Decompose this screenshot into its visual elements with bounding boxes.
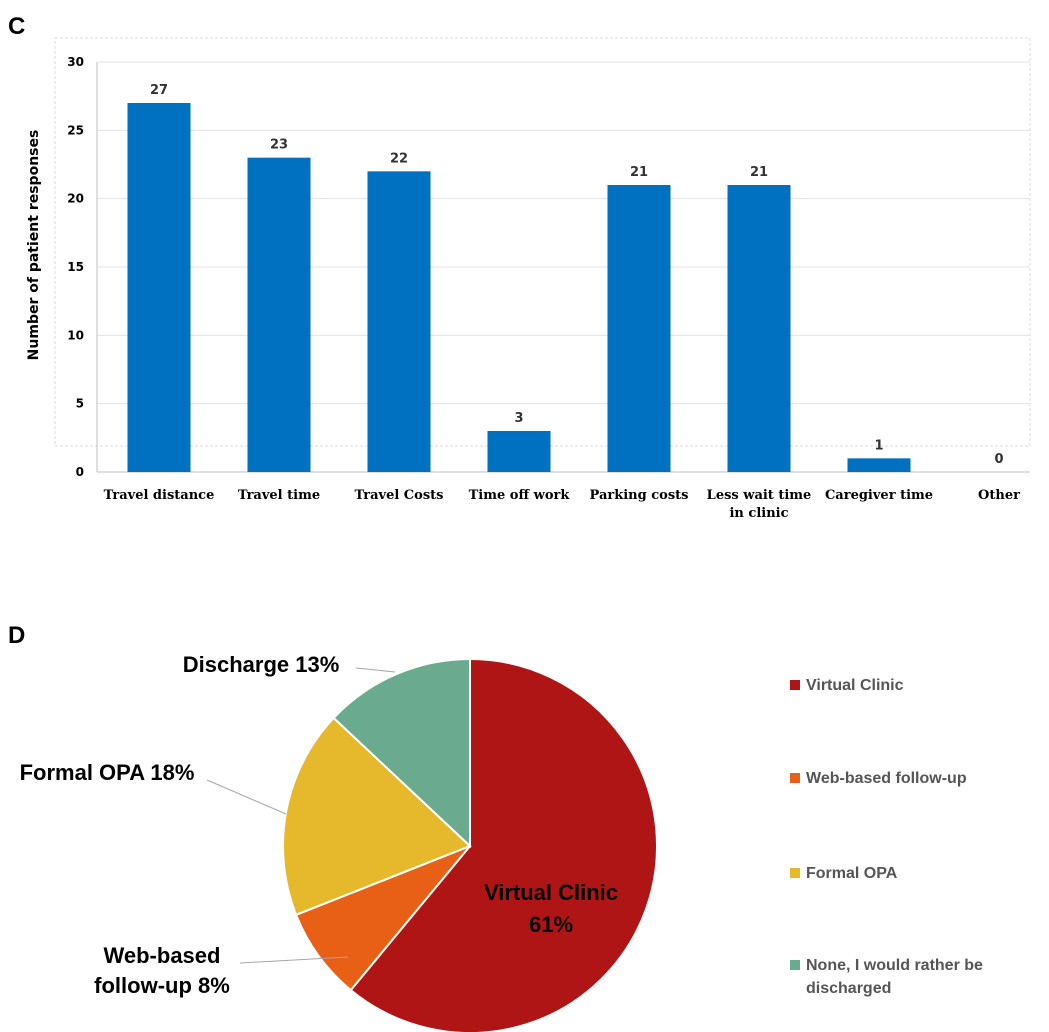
y-tick-label: 15 [67, 260, 84, 274]
bar-value-label: 23 [270, 138, 288, 153]
bar-value-label: 21 [750, 165, 768, 180]
pie-slice-label: Web-based follow-up 8% [94, 943, 230, 998]
x-category-label: Other [978, 488, 1020, 503]
bar-value-label: 1 [874, 438, 883, 453]
bar-value-label: 3 [514, 411, 523, 426]
pie-slice [294, 845, 471, 992]
y-tick-label: 10 [67, 328, 84, 342]
legend-swatch [790, 680, 800, 690]
pie-slice-label: Discharge 13% [183, 652, 340, 677]
pie-legend: Virtual Clinic Web-based follow-up Formal … [790, 677, 983, 997]
leader-line [355, 667, 396, 673]
legend-label: Formal OPA [806, 865, 898, 882]
pie-slice [349, 657, 658, 1032]
bar [127, 103, 191, 472]
y-tick-label: 30 [67, 55, 84, 69]
bar-value-label: 27 [150, 83, 168, 98]
leader-line [239, 956, 349, 964]
x-category-label: Caregiver time [825, 488, 933, 503]
panel-c-letter: C [8, 13, 25, 40]
pie-slice [282, 716, 472, 917]
x-category-label: Travel time [238, 488, 320, 503]
panel-d-letter: D [8, 622, 25, 649]
bar-value-label: 21 [630, 165, 648, 180]
y-tick-label: 5 [76, 397, 84, 411]
bar [607, 185, 671, 472]
legend-swatch [790, 960, 800, 970]
x-category-label: Parking costs [590, 488, 689, 503]
bar [247, 157, 311, 472]
y-axis-label: Number of patient responses [26, 130, 42, 361]
leader-line [206, 779, 287, 815]
x-category-label: Travel distance [104, 488, 215, 503]
x-category-label: Travel Costs [355, 488, 444, 503]
pie-slice [332, 657, 471, 849]
pie-slice-label: Virtual Clinic 61% [484, 880, 618, 937]
plot-frame [54, 37, 1031, 447]
legend-label: Virtual Clinic [806, 677, 904, 694]
x-category-label: Less wait time in clinic [707, 488, 812, 521]
pie-slice-label: Formal OPA 18% [20, 760, 195, 785]
legend-swatch [790, 773, 800, 783]
bar [367, 171, 431, 473]
bar-value-label: 22 [390, 151, 408, 166]
y-tick-label: 25 [67, 123, 84, 137]
x-category-label: Time off work [469, 488, 571, 503]
legend-swatch [790, 868, 800, 878]
bar [487, 431, 551, 472]
legend-label: None, I would rather be discharged [806, 957, 983, 997]
bar [727, 185, 791, 472]
pie-chart: Virtual Clinic 61% Web-based follow-up 8% Fo… [20, 652, 658, 1032]
y-tick-label: 20 [67, 192, 84, 206]
y-tick-label: 0 [76, 465, 84, 479]
legend-label: Web-based follow-up [806, 770, 967, 787]
bar [847, 458, 911, 472]
bar-value-label: 0 [994, 452, 1003, 467]
